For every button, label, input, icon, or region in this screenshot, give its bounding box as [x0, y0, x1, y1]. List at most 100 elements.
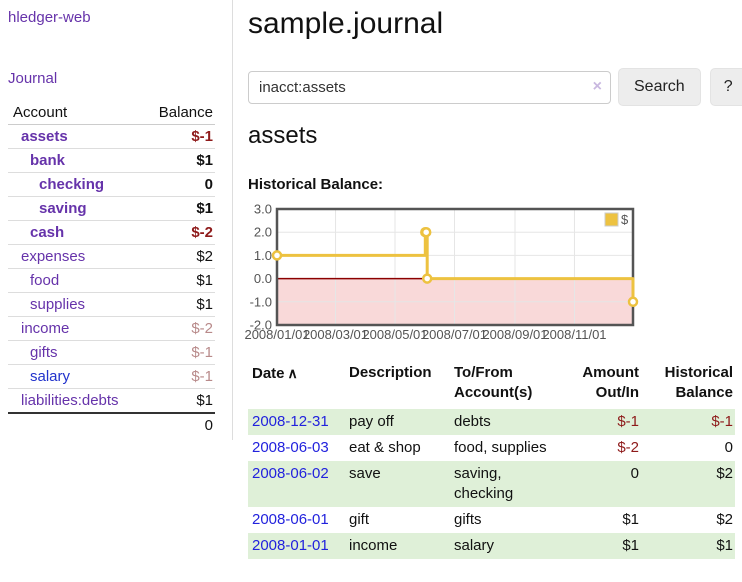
accounts-table: Account Balance assets $-1 bank $1 checking 0… — [8, 102, 215, 437]
account-link[interactable]: salary — [30, 368, 71, 385]
register-header-date[interactable]: Date ∧ — [252, 365, 298, 382]
transaction-date-link[interactable]: 2008-01-01 — [252, 537, 329, 554]
accounts-table-header: Account Balance — [8, 102, 215, 125]
clear-search-icon[interactable]: × — [592, 77, 602, 95]
account-row: bank $1 — [8, 148, 215, 173]
account-balance: $2 — [141, 244, 215, 269]
account-row: salary $-1 — [8, 364, 215, 389]
app-brand: hledger-web — [8, 9, 216, 27]
accounts-total: 0 — [204, 417, 213, 434]
account-heading: assets — [248, 122, 318, 149]
account-balance: 0 — [141, 172, 215, 197]
accounts-table-body: assets $-1 bank $1 checking 0 saving $1 cash $-2 e… — [8, 124, 215, 438]
account-balance: $-1 — [141, 124, 215, 149]
account-link[interactable]: expenses — [21, 248, 86, 265]
transaction-row: 2008-01-01 income salary $1 $1 — [248, 533, 735, 559]
transaction-description: save — [345, 461, 450, 507]
transaction-row: 2008-12-31 pay off debts $-1 $-1 — [248, 409, 735, 435]
svg-text:2008/07/01: 2008/07/01 — [422, 327, 487, 342]
svg-text:3.0: 3.0 — [254, 202, 272, 217]
svg-text:2008/01/01: 2008/01/01 — [244, 327, 309, 342]
account-link[interactable]: assets — [21, 128, 68, 145]
transaction-accounts: salary — [450, 533, 560, 559]
account-link[interactable]: checking — [39, 176, 105, 193]
page-title: sample.journal — [248, 7, 444, 40]
transaction-description: income — [345, 533, 450, 559]
account-row: expenses $2 — [8, 244, 215, 269]
historical-balance-chart: $3.0 2.0 1.0 0.0 -1.0 -2.0 2008/01/01 2008/03/0… — [244, 202, 742, 345]
account-link[interactable]: cash — [30, 224, 65, 241]
transaction-balance: $1 — [641, 533, 735, 559]
account-link[interactable]: bank — [30, 152, 66, 169]
sidebar: hledger-web Journal Account Balance asse… — [0, 0, 233, 440]
register-header-description: Description — [349, 364, 432, 381]
transaction-balance: $-1 — [641, 409, 735, 435]
account-balance: $1 — [141, 148, 215, 173]
register-header-accounts: To/From Account(s) — [454, 364, 533, 401]
transaction-amount: $1 — [622, 511, 639, 528]
account-balance: $-2 — [141, 316, 215, 341]
transaction-balance: $2 — [641, 461, 735, 507]
account-row: assets $-1 — [8, 124, 215, 149]
account-balance: $-1 — [141, 364, 215, 389]
accounts-total-row: 0 — [8, 413, 215, 437]
register-header-balance: Historical Balance — [664, 364, 733, 401]
register-table: Date ∧ Description To/From Account(s) Amo… — [248, 363, 735, 559]
hledger-web-app: hledger-web Journal Account Balance asse… — [0, 0, 742, 559]
account-link[interactable]: supplies — [30, 296, 86, 313]
register-header-amount: Amount Out/In — [582, 364, 639, 401]
account-link[interactable]: gifts — [30, 344, 58, 361]
transaction-amount: $-2 — [617, 439, 639, 456]
account-row: checking 0 — [8, 172, 215, 197]
transaction-description: gift — [349, 511, 370, 528]
account-balance: $-2 — [141, 220, 215, 245]
register-header-row: Date ∧ Description To/From Account(s) Amo… — [248, 363, 735, 409]
chart-canvas: $3.0 2.0 1.0 0.0 -1.0 -2.02008/01/012008/03/0… — [244, 202, 639, 342]
brand-link[interactable]: hledger-web — [8, 9, 91, 26]
account-balance: $1 — [141, 196, 215, 221]
help-button[interactable]: ? — [709, 68, 742, 106]
search-form: × Search ? — [248, 68, 742, 106]
svg-text:2008/09/01: 2008/09/01 — [482, 327, 547, 342]
transaction-date-link[interactable]: 2008-06-03 — [252, 439, 329, 456]
account-link[interactable]: food — [30, 272, 60, 289]
svg-text:-2.0: -2.0 — [250, 318, 272, 333]
search-input[interactable] — [248, 70, 611, 104]
svg-text:$: $ — [621, 212, 629, 227]
register-table-body: 2008-12-31 pay off debts $-1 $-1 2008-06-03 ea… — [248, 409, 735, 559]
account-row: saving $1 — [8, 196, 215, 221]
account-link[interactable]: saving — [39, 200, 87, 217]
sidebar-nav: Journal — [8, 70, 216, 88]
transaction-accounts: debts — [450, 409, 560, 435]
svg-text:2008/05/01: 2008/05/01 — [362, 327, 427, 342]
account-link[interactable]: income — [21, 320, 70, 337]
svg-text:2.0: 2.0 — [254, 225, 272, 240]
transaction-accounts: saving, checking — [450, 461, 560, 507]
transaction-date-link[interactable]: 2008-06-02 — [252, 465, 329, 482]
svg-text:2008/03/01: 2008/03/01 — [303, 327, 368, 342]
svg-text:2008/11/01: 2008/11/01 — [542, 327, 606, 342]
account-balance: $1 — [141, 292, 215, 317]
transaction-accounts: gifts — [454, 511, 482, 528]
search-button[interactable]: Search — [618, 68, 701, 106]
account-link[interactable]: liabilities:debts — [21, 392, 119, 409]
accounts-header-account: Account — [8, 102, 142, 125]
svg-text:-1.0: -1.0 — [250, 294, 272, 309]
transaction-date-link[interactable]: 2008-06-01 — [252, 511, 329, 528]
main-pane: sample.journal × Search ? assets Histori… — [233, 0, 742, 559]
transaction-row: 2008-06-01 gift gifts $1 $2 — [248, 507, 735, 533]
search-wrap: × — [248, 70, 611, 104]
sidebar-item-journal[interactable]: Journal — [8, 70, 58, 87]
transaction-date-link[interactable]: 2008-12-31 — [252, 413, 329, 430]
account-row: income $-2 — [8, 316, 215, 341]
sort-asc-icon: ∧ — [287, 365, 298, 381]
account-row: food $1 — [8, 268, 215, 293]
account-balance: $1 — [141, 388, 215, 414]
account-balance: $1 — [141, 268, 215, 293]
svg-text:0.0: 0.0 — [254, 271, 272, 286]
transaction-balance: 0 — [724, 439, 733, 456]
account-row: liabilities:debts $1 — [8, 388, 215, 414]
accounts-header-balance: Balance — [141, 102, 215, 125]
transaction-amount: 0 — [560, 461, 641, 507]
transaction-description: pay off — [345, 409, 450, 435]
